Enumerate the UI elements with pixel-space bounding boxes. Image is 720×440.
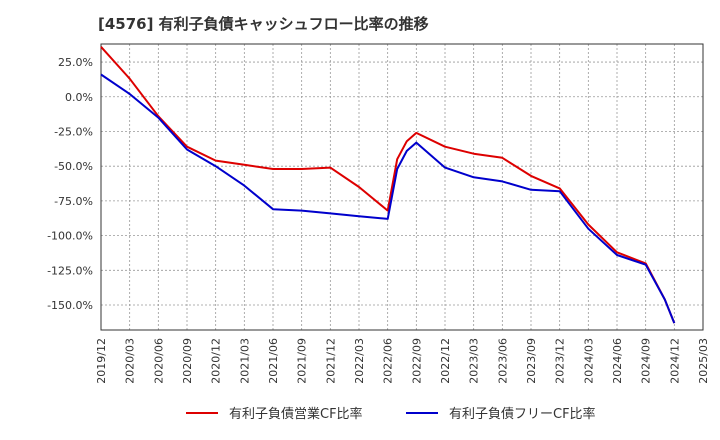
x-tick-label: 2024/12 [668, 338, 681, 384]
y-tick-label: -150.0% [47, 299, 93, 312]
x-tick-label: 2019/12 [95, 338, 108, 384]
x-tick-label: 2022/03 [353, 338, 366, 384]
x-tick-label: 2022/09 [410, 338, 423, 384]
x-tick-label: 2023/06 [496, 338, 509, 384]
x-tick-label: 2024/03 [582, 338, 595, 384]
y-tick-label: -100.0% [47, 230, 93, 243]
x-tick-label: 2025/03 [697, 338, 710, 384]
x-tick-label: 2024/09 [640, 338, 653, 384]
plot-border [100, 43, 704, 331]
chart-title: [4576] 有利子負債キャッシュフロー比率の推移 [98, 15, 429, 33]
x-tick-label: 2020/03 [124, 338, 137, 384]
x-tick-label: 2021/12 [324, 338, 337, 384]
series-line-2 [100, 73, 676, 324]
x-tick-label: 2021/03 [238, 338, 251, 384]
grid-lines [100, 44, 704, 330]
x-axis-ticks: 2019/12 2020/03 2020/06 2020/09 2020/12 2021/… [95, 338, 710, 384]
y-tick-label: -125.0% [47, 264, 93, 277]
series-lines [100, 46, 676, 324]
x-tick-label: 2023/09 [525, 338, 538, 384]
series-line-1 [100, 46, 676, 324]
x-tick-label: 2020/12 [210, 338, 223, 384]
legend-label-1: 有利子負債営業CF比率 [229, 406, 363, 422]
legend: 有利子負債営業CF比率 有利子負債フリーCF比率 [186, 406, 596, 422]
x-tick-label: 2023/12 [554, 338, 567, 384]
y-tick-label: 0.0% [65, 91, 93, 104]
x-tick-label: 2024/06 [611, 338, 624, 384]
y-axis-ticks: 25.0% 0.0% -25.0% -50.0% -75.0% -100.0% -125.0… [47, 56, 93, 312]
x-tick-label: 2022/06 [382, 338, 395, 384]
plot-frame [100, 43, 704, 331]
legend-label-2: 有利子負債フリーCF比率 [449, 406, 596, 422]
y-tick-label: -75.0% [54, 195, 93, 208]
y-tick-label: 25.0% [58, 56, 93, 69]
y-tick-label: -50.0% [54, 160, 93, 173]
x-tick-label: 2021/09 [296, 338, 309, 384]
x-tick-label: 2022/12 [439, 338, 452, 384]
y-tick-label: -25.0% [54, 125, 93, 138]
x-tick-label: 2020/09 [181, 338, 194, 384]
x-tick-label: 2021/06 [267, 338, 280, 384]
x-tick-label: 2020/06 [152, 338, 165, 384]
x-tick-label: 2023/03 [468, 338, 481, 384]
